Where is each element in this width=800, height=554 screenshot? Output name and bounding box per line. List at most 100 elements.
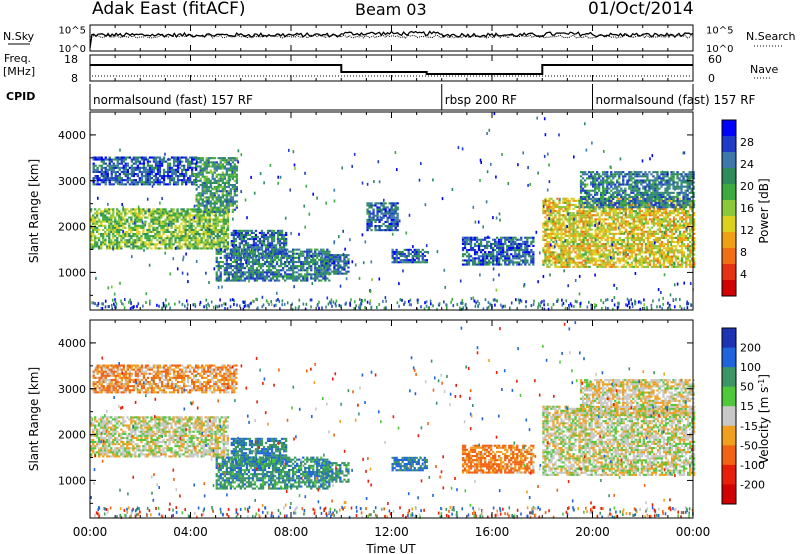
power-echo-cell — [156, 220, 159, 223]
power-echo-cell — [126, 173, 129, 176]
power-echo-cell — [566, 245, 569, 248]
power-echo-cell — [568, 265, 571, 268]
power-echo-cell — [598, 220, 601, 223]
power-echo-cell — [532, 251, 535, 254]
power-echo-cell — [578, 255, 581, 258]
power-echo-cell — [190, 230, 193, 233]
power-echo-cell — [134, 168, 137, 171]
power-echo-cell — [140, 162, 144, 165]
power-echo-cell — [154, 179, 158, 182]
power-echo-cell — [238, 238, 241, 241]
power-echo-cell — [160, 237, 163, 240]
power-echo-cell — [324, 275, 327, 278]
power-echo-cell — [136, 216, 139, 219]
power-echo-cell — [638, 228, 641, 231]
power-echo-cell — [251, 256, 255, 259]
power-echo-cell — [608, 249, 611, 252]
power-echo-cell — [172, 243, 175, 246]
power-echo-cell — [225, 190, 228, 193]
power-echo-cell — [100, 212, 103, 215]
power-echo-cell — [310, 265, 313, 268]
power-echo-cell — [160, 160, 164, 163]
power-echo-cell — [512, 257, 515, 260]
power-echo-cell — [242, 229, 246, 232]
power-echo-cell — [320, 248, 323, 251]
power-echo-cell — [423, 259, 426, 262]
power-echo-cell — [136, 239, 139, 242]
power-echo-cell — [638, 251, 641, 254]
power-echo-cell — [212, 222, 215, 225]
power-echo-cell — [614, 224, 617, 227]
power-echo-cell — [610, 247, 613, 250]
power-echo-cell — [221, 204, 224, 207]
power-echo-cell — [618, 236, 621, 239]
power-echo-cell — [219, 250, 222, 253]
power-echo-cell — [215, 202, 218, 205]
power-echo-cell — [394, 206, 397, 209]
power-echo-cell — [116, 208, 119, 211]
power-echo-cell — [190, 239, 193, 242]
power-echo-cell — [484, 251, 487, 254]
power-echo-cell — [211, 163, 214, 166]
power-echo-cell — [594, 261, 597, 264]
power-echo-cell — [586, 265, 589, 268]
power-echo-cell — [176, 181, 180, 184]
power-echo-cell — [176, 175, 180, 178]
power-echo-cell — [320, 267, 323, 270]
power-echo-cell — [259, 271, 263, 274]
power-echo-cell — [630, 222, 633, 225]
power-echo-cell — [226, 224, 229, 227]
power-echo-cell — [343, 256, 346, 259]
power-echo-cell — [154, 228, 157, 231]
power-echo-cell — [148, 173, 152, 176]
power-echo-cell — [130, 226, 133, 229]
power-echo-cell — [644, 243, 648, 246]
power-echo-cell — [586, 245, 589, 248]
power-echo-cell — [94, 168, 97, 171]
power-echo-cell — [164, 241, 167, 244]
power-echo-cell — [198, 233, 201, 236]
power-echo-cell — [396, 212, 399, 215]
power-echo-cell — [333, 270, 336, 273]
power-echo-cell — [152, 160, 156, 163]
power-echo-cell — [233, 250, 236, 253]
power-echo-cell — [219, 267, 222, 270]
power-echo-cell — [150, 216, 153, 219]
power-echo-cell — [168, 179, 172, 182]
power-echo-cell — [594, 245, 597, 248]
power-echo-cell — [132, 166, 135, 169]
power-echo-cell — [240, 236, 243, 239]
power-echo-cell — [554, 203, 557, 206]
power-echo-cell — [278, 231, 282, 234]
power-echo-cell — [572, 222, 575, 225]
power-echo-cell — [578, 234, 581, 237]
power-echo-cell — [239, 256, 242, 259]
power-echo-cell — [226, 218, 229, 221]
power-echo-cell — [219, 159, 222, 162]
power-echo-cell — [178, 160, 182, 163]
power-echo-cell — [124, 241, 127, 244]
power-echo-cell — [650, 212, 654, 215]
power-echo-cell — [92, 170, 95, 173]
power-echo-cell — [279, 252, 283, 255]
power-echo-cell — [339, 260, 342, 263]
power-echo-cell — [596, 245, 599, 248]
power-echo-cell — [193, 156, 196, 159]
power-echo-cell — [164, 247, 167, 250]
power-echo-cell — [584, 263, 587, 266]
power-echo-cell — [421, 252, 424, 255]
power-echo-cell — [646, 243, 650, 246]
power-echo-cell — [624, 220, 627, 223]
power-echo-cell — [576, 230, 579, 233]
power-echo-cell — [138, 177, 141, 180]
power-echo-cell — [316, 271, 319, 274]
power-echo-cell — [471, 247, 475, 250]
power-echo-cell — [516, 255, 519, 258]
power-echo-cell — [568, 230, 571, 233]
power-echo-cell — [304, 258, 307, 261]
power-echo-cell — [160, 239, 163, 242]
power-echo-cell — [132, 173, 135, 176]
power-echo-cell — [174, 214, 177, 217]
power-echo-cell — [290, 269, 293, 272]
power-echo-cell — [108, 210, 111, 213]
